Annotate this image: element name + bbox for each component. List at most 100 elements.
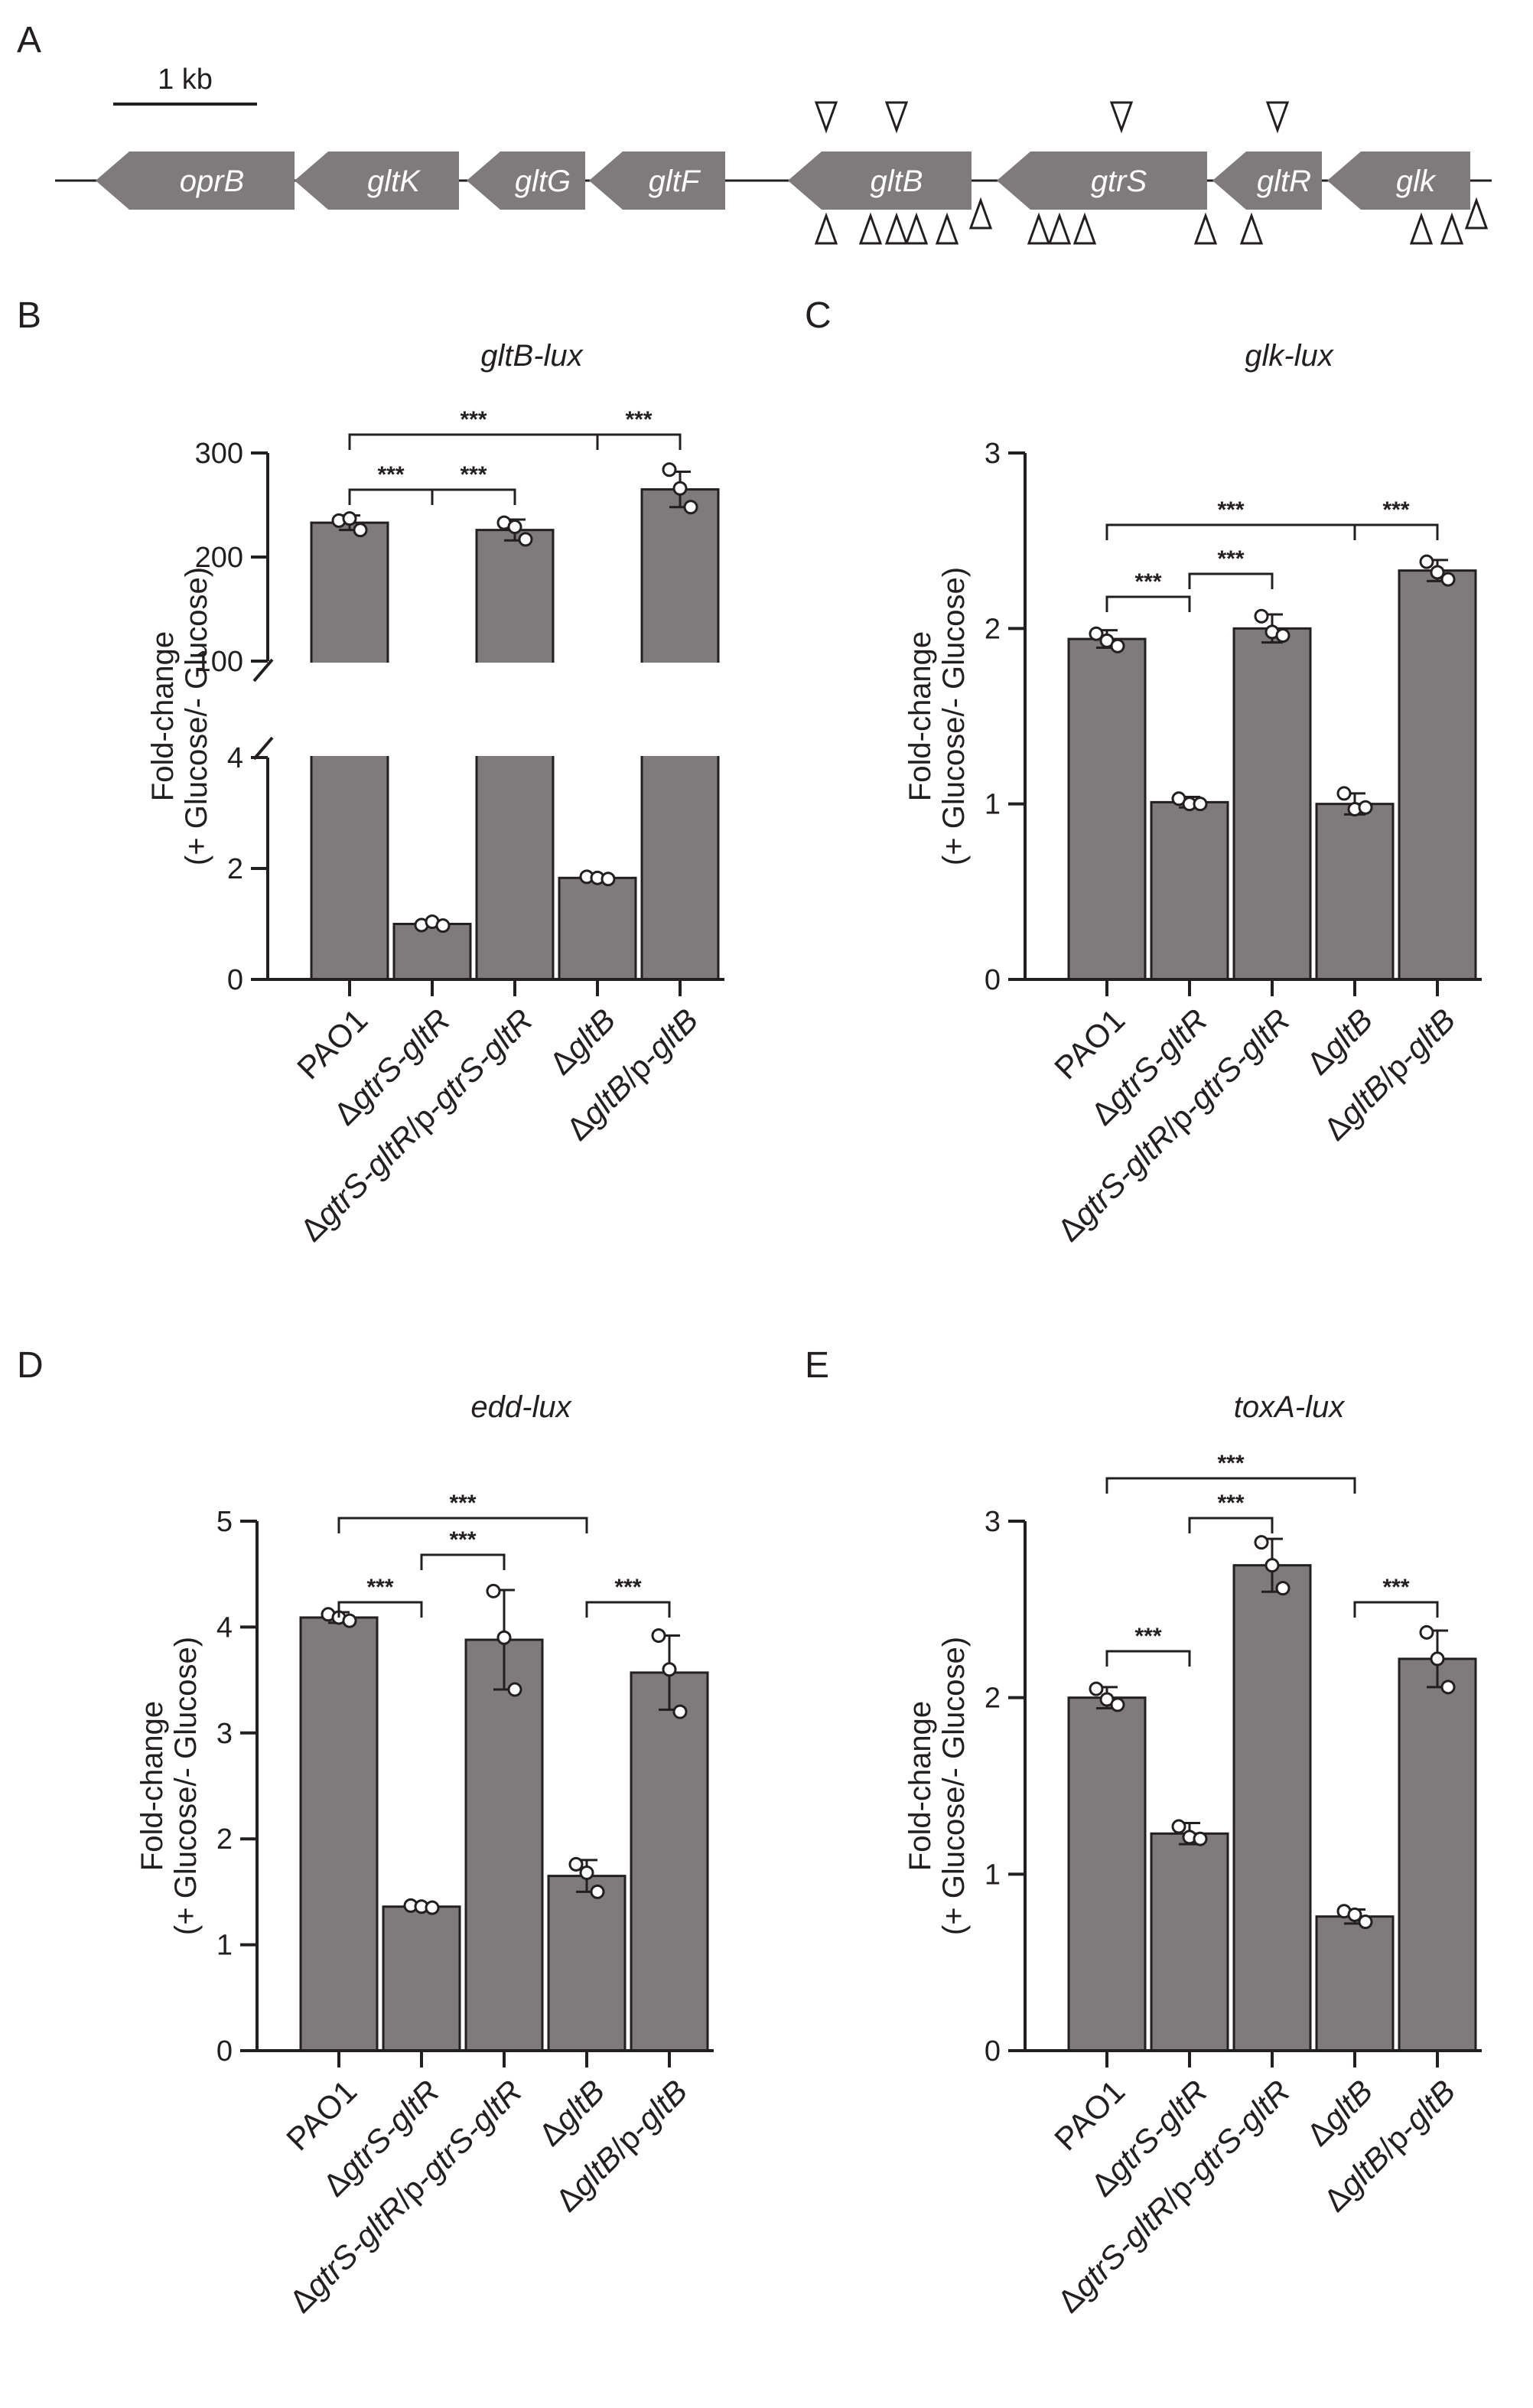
- bar-1: [1150, 800, 1229, 981]
- significance-bracket: [1105, 523, 1356, 540]
- y-tick-label: 0: [985, 2035, 1001, 2067]
- significance-label: ***: [460, 407, 487, 432]
- bar-3: [558, 876, 637, 981]
- x-category-label-part: gtrS-gltR: [298, 2189, 412, 2304]
- bar-1: [382, 1905, 461, 2052]
- x-category-label: ΔgltB/p-gltB: [1317, 2073, 1462, 2218]
- bar-0: [299, 1616, 379, 2052]
- replicate-point: [1275, 628, 1291, 644]
- replicate-point: [342, 1613, 357, 1628]
- significance-label: ***: [1134, 1624, 1161, 1649]
- gene-label-gltF: gltF: [649, 165, 701, 198]
- significance-label: ***: [449, 1491, 476, 1516]
- chart-title: edd-lux: [470, 1390, 572, 1424]
- y-axis-label: (+ Glucose/- Glucose): [937, 567, 971, 865]
- significance-label: ***: [614, 1575, 641, 1600]
- significance-label: ***: [625, 407, 652, 432]
- replicate-point: [672, 1704, 688, 1719]
- gene-label-glk: glk: [1396, 165, 1437, 198]
- replicate-point: [1254, 608, 1269, 624]
- replicate-point: [1419, 554, 1434, 569]
- bar-4: [630, 1671, 709, 2052]
- replicate-point: [1440, 1680, 1456, 1695]
- y-tick-label: 2: [216, 1823, 233, 1856]
- replicate-point: [1089, 1681, 1104, 1696]
- significance-bracket: [348, 488, 434, 505]
- significance-label: ***: [1382, 497, 1409, 523]
- y-tick-label: 0: [985, 964, 1001, 996]
- y-axis-label: Fold-change: [903, 1701, 937, 1871]
- replicate-point: [435, 918, 451, 934]
- replicate-point: [662, 462, 677, 477]
- y-axis-label: (+ Glucose/- Glucose): [180, 567, 213, 865]
- panel-letter-b: B: [17, 295, 41, 336]
- replicate-point: [353, 523, 368, 538]
- significance-label: ***: [366, 1575, 393, 1600]
- transposon-insertion-marker: [1440, 212, 1464, 245]
- replicate-point: [496, 1630, 512, 1645]
- y-tick-label: 3: [985, 1506, 1001, 1538]
- bar-2: [1232, 627, 1312, 981]
- significance-label: ***: [1217, 546, 1244, 572]
- gene-label-gltB: gltB: [871, 165, 923, 198]
- transposon-insertion-marker: [1047, 212, 1072, 245]
- significance-label: ***: [1134, 569, 1161, 595]
- panel-letter-e: E: [805, 1345, 829, 1386]
- y-tick-label: 4: [216, 1611, 233, 1644]
- y-axis-label: Fold-change: [135, 1701, 169, 1871]
- gene-label-gltG: gltG: [515, 165, 571, 198]
- bar-4: [1398, 1657, 1477, 2052]
- x-category-label-part: gtrS-gltR: [1066, 1118, 1180, 1233]
- significance-bracket: [348, 433, 599, 450]
- x-category-label: ΔgltB: [1300, 1002, 1379, 1081]
- significance-label: ***: [449, 1527, 476, 1553]
- replicate-point: [1358, 800, 1373, 815]
- replicate-point: [342, 511, 357, 526]
- chart-title: gltB-lux: [480, 339, 584, 373]
- replicate-point: [1336, 786, 1352, 801]
- chart-title: toxA-lux: [1234, 1390, 1346, 1424]
- significance-label: ***: [377, 462, 404, 487]
- bar-3: [547, 1875, 627, 2052]
- transposon-insertion-marker: [1109, 101, 1134, 134]
- significance-bracket: [1353, 1601, 1439, 1618]
- replicate-point: [568, 1856, 584, 1872]
- replicate-point: [1264, 1558, 1280, 1573]
- axis-break-gap: [245, 663, 727, 756]
- transposon-insertion-marker: [935, 212, 959, 245]
- transposon-insertion-marker: [1193, 212, 1218, 245]
- y-tick-label: 200: [195, 542, 243, 574]
- bar-2: [464, 1638, 544, 2052]
- bar-1: [1150, 1832, 1229, 2052]
- x-category-label-part: gtrS-gltR: [308, 1118, 423, 1233]
- y-tick-label: 3: [216, 1718, 233, 1750]
- panel-letter-d: D: [17, 1345, 44, 1386]
- y-tick-label: 1: [985, 789, 1001, 821]
- panel-letter-c: C: [805, 295, 832, 336]
- replicate-point: [507, 1682, 522, 1697]
- bar-0: [1067, 1696, 1147, 2052]
- y-axis-label: (+ Glucose/- Glucose): [169, 1637, 203, 1935]
- gene-arrow-gtrS: [997, 152, 1207, 210]
- gene-arrow-gltF: [589, 152, 725, 210]
- replicate-point: [651, 1628, 666, 1643]
- replicate-point: [601, 872, 616, 887]
- significance-bracket: [337, 1517, 588, 1533]
- transposon-insertion-marker: [814, 101, 838, 134]
- chart-title: glk-lux: [1245, 339, 1335, 373]
- y-axis-label: Fold-change: [903, 631, 937, 801]
- replicate-point: [1430, 565, 1445, 580]
- y-tick-label: 1: [216, 1930, 233, 1962]
- replicate-point: [425, 1900, 440, 1915]
- y-tick-label: 2: [985, 613, 1001, 645]
- significance-bracket: [431, 488, 516, 505]
- replicate-point: [590, 1884, 605, 1899]
- y-axis-label: Fold-change: [146, 631, 180, 801]
- significance-bracket: [585, 1601, 671, 1618]
- transposon-insertion-marker: [904, 212, 929, 245]
- x-category-label: ΔgltB: [542, 1002, 622, 1081]
- transposon-insertion-marker: [1239, 212, 1264, 245]
